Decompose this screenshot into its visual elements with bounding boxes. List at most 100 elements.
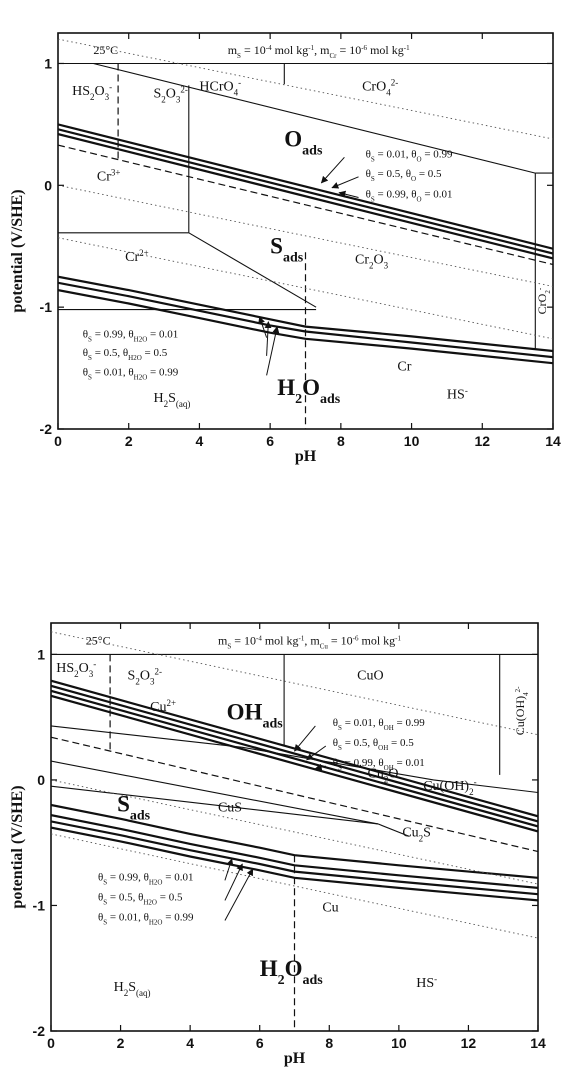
region-label-s-ads: Sads — [270, 234, 304, 266]
series-line-9 — [51, 785, 379, 825]
series-line-3 — [58, 144, 553, 266]
y-tick-label: -2 — [40, 421, 53, 437]
series-line-19 — [58, 184, 553, 287]
cr-s-pourbaix-panel: 25°C mS = 10-4 mol kg-1, mCr = 10-6 mol k… — [9, 32, 561, 465]
series-line-8 — [51, 760, 379, 825]
annotation-arrow-3 — [224, 858, 234, 881]
series-line-2 — [51, 689, 538, 828]
y-tick-label: 0 — [44, 177, 52, 193]
region-label-cr3: Cr3+ — [97, 167, 121, 184]
region-label-cu: Cu — [322, 901, 338, 916]
series-line-13 — [51, 826, 538, 902]
annotation-arrow-0 — [294, 725, 316, 752]
region-label-s2o3: S2O32- — [128, 666, 162, 686]
series-line-1 — [51, 684, 538, 823]
series-line-1 — [58, 128, 553, 255]
x-tick-label: 6 — [256, 1035, 264, 1051]
coverage-annotation-3: θS = 0.99, θH2O = 0.01 — [83, 329, 179, 344]
coverage-annotation-1: θS = 0.5, θO = 0.5 — [366, 168, 442, 183]
region-label-cu2s: Cu2S — [402, 825, 431, 843]
coverage-annotation-0: θS = 0.01, θOH = 0.99 — [333, 717, 426, 732]
annotation-arrow-0 — [320, 156, 345, 184]
series-line-2 — [58, 133, 553, 260]
coverage-annotation-5: θS = 0.01, θH2O = 0.99 — [83, 366, 179, 381]
coverage-annotation-5: θS = 0.01, θH2O = 0.99 — [98, 912, 194, 927]
series-line-4 — [58, 275, 553, 353]
y-tick-label: 1 — [44, 55, 52, 71]
coverage-annotation-2: θS = 0.99, θOH = 0.01 — [333, 757, 425, 772]
annotation-arrow-4 — [264, 321, 272, 356]
region-label-h2s-aq: H2S(aq) — [114, 980, 151, 998]
region-label-hs: HS- — [416, 974, 437, 991]
series-line-10 — [377, 823, 410, 837]
region-label-cuo: CuO — [357, 668, 383, 683]
annotation-arrow-4 — [224, 863, 243, 901]
series-line-6 — [58, 289, 553, 365]
region-label-h2s-aq: H2S(aq) — [153, 391, 190, 409]
series-line-12 — [51, 820, 538, 896]
x-tick-label: 8 — [337, 433, 345, 449]
series-line-12 — [188, 232, 317, 308]
series-line-5 — [51, 725, 538, 794]
coverage-annotation-2: θS = 0.99, θO = 0.01 — [366, 188, 453, 203]
x-tick-label: 14 — [530, 1035, 546, 1051]
y-tick-label: 0 — [37, 772, 45, 788]
region-label-vertical: CrO2- — [535, 287, 552, 314]
region-label-hs2o3: HS2O3- — [56, 659, 96, 679]
series-line-11 — [51, 814, 538, 889]
region-label-h2o-ads: H2Oads — [277, 375, 341, 407]
annotation-arrow-5 — [266, 325, 280, 376]
series-line-20 — [58, 237, 553, 340]
coverage-annotation-0: θS = 0.01, θO = 0.99 — [366, 148, 453, 163]
series-line-3 — [51, 694, 538, 833]
region-label-cu2o: Cu2O — [368, 766, 399, 784]
header-temperature: 25°C — [93, 43, 118, 57]
plot-frame — [50, 622, 539, 1032]
annotation-arrow-5 — [224, 868, 254, 921]
y-tick-label: -2 — [33, 1023, 46, 1039]
y-axis-label: potential (V/SHE) — [9, 785, 26, 908]
region-label-cuoh2: Cu(OH)2- — [423, 777, 476, 797]
region-label-s-ads: Sads — [117, 791, 151, 823]
coverage-annotation-3: θS = 0.99, θH2O = 0.01 — [98, 871, 194, 886]
y-axis-label: potential (V/SHE) — [9, 189, 26, 312]
x-tick-label: 14 — [545, 433, 561, 449]
coverage-annotation-4: θS = 0.5, θH2O = 0.5 — [98, 891, 183, 906]
series-line-20 — [51, 833, 538, 939]
header-concentrations: mS = 10-4 mol kg-1, mCr = 10-6 mol kg-1 — [228, 43, 410, 60]
region-label-cro4: CrO42- — [362, 77, 398, 97]
coverage-annotation-1: θS = 0.5, θOH = 0.5 — [333, 737, 415, 752]
region-label-oh-ads: OHads — [227, 700, 284, 732]
region-label-hs2o3: HS2O3- — [72, 82, 112, 102]
series-line-8 — [93, 62, 536, 174]
x-tick-label: 4 — [186, 1035, 194, 1051]
annotation-arrow-1 — [331, 176, 359, 189]
region-label-cr2o3: Cr2O3 — [355, 252, 389, 270]
annotation-arrow-2 — [338, 190, 359, 198]
x-tick-label: 12 — [474, 433, 490, 449]
region-label-hs: HS- — [447, 386, 468, 403]
series-line-18 — [58, 38, 553, 140]
region-label-cu2: Cu2+ — [150, 698, 176, 715]
x-axis-label: pH — [295, 448, 317, 465]
y-tick-label: -1 — [33, 897, 46, 913]
x-tick-label: 6 — [266, 433, 274, 449]
series-line-19 — [51, 779, 538, 885]
region-label-h2o-ads: H2Oads — [260, 956, 324, 988]
region-label-cus: CuS — [218, 800, 242, 815]
x-tick-label: 10 — [391, 1035, 407, 1051]
header-temperature: 25°C — [86, 633, 111, 647]
cu-s-pourbaix-panel: 25°C mS = 10-4 mol kg-1, mCu = 10-6 mol k… — [9, 622, 546, 1067]
x-tick-label: 10 — [404, 433, 420, 449]
y-tick-label: -1 — [40, 299, 53, 315]
x-tick-label: 8 — [325, 1035, 333, 1051]
region-label-o-ads: Oads — [284, 126, 323, 158]
annotation-arrow-2 — [314, 763, 326, 771]
annotation-arrow-1 — [306, 745, 327, 761]
region-label-cr: Cr — [397, 360, 411, 375]
series-line-14 — [51, 803, 538, 879]
region-label-cr2: Cr2+ — [125, 248, 149, 265]
series-line-18 — [51, 631, 538, 736]
header-concentrations: mS = 10-4 mol kg-1, mCu = 10-6 mol kg-1 — [218, 633, 402, 650]
